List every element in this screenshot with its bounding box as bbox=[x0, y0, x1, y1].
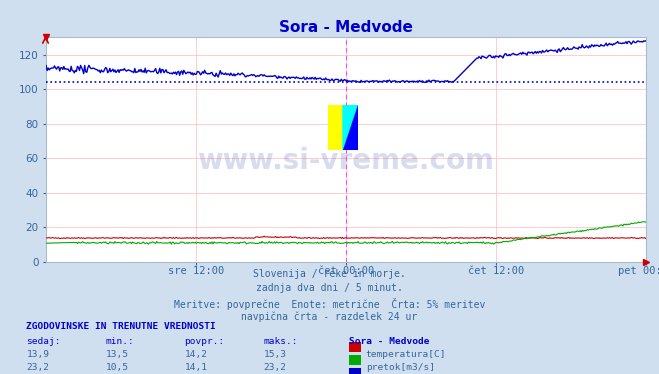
Title: Sora - Medvode: Sora - Medvode bbox=[279, 20, 413, 35]
Text: ZGODOVINSKE IN TRENUTNE VREDNOSTI: ZGODOVINSKE IN TRENUTNE VREDNOSTI bbox=[26, 322, 216, 331]
Text: 14,1: 14,1 bbox=[185, 363, 208, 372]
Text: Meritve: povprečne  Enote: metrične  Črta: 5% meritev: Meritve: povprečne Enote: metrične Črta:… bbox=[174, 298, 485, 310]
Text: 14,2: 14,2 bbox=[185, 350, 208, 359]
Text: 15,3: 15,3 bbox=[264, 350, 287, 359]
Text: 10,5: 10,5 bbox=[105, 363, 129, 372]
Text: pretok[m3/s]: pretok[m3/s] bbox=[366, 363, 435, 372]
Text: temperatura[C]: temperatura[C] bbox=[366, 350, 446, 359]
Text: 13,9: 13,9 bbox=[26, 350, 49, 359]
Text: navpična črta - razdelek 24 ur: navpična črta - razdelek 24 ur bbox=[241, 312, 418, 322]
Text: www.si-vreme.com: www.si-vreme.com bbox=[198, 147, 494, 175]
Text: zadnja dva dni / 5 minut.: zadnja dva dni / 5 minut. bbox=[256, 283, 403, 294]
Text: Slovenija / reke in morje.: Slovenija / reke in morje. bbox=[253, 269, 406, 279]
Text: Sora - Medvode: Sora - Medvode bbox=[349, 337, 430, 346]
Text: 13,5: 13,5 bbox=[105, 350, 129, 359]
Text: 23,2: 23,2 bbox=[264, 363, 287, 372]
Text: povpr.:: povpr.: bbox=[185, 337, 225, 346]
Text: sedaj:: sedaj: bbox=[26, 337, 61, 346]
Text: 23,2: 23,2 bbox=[26, 363, 49, 372]
Text: min.:: min.: bbox=[105, 337, 134, 346]
Text: maks.:: maks.: bbox=[264, 337, 298, 346]
